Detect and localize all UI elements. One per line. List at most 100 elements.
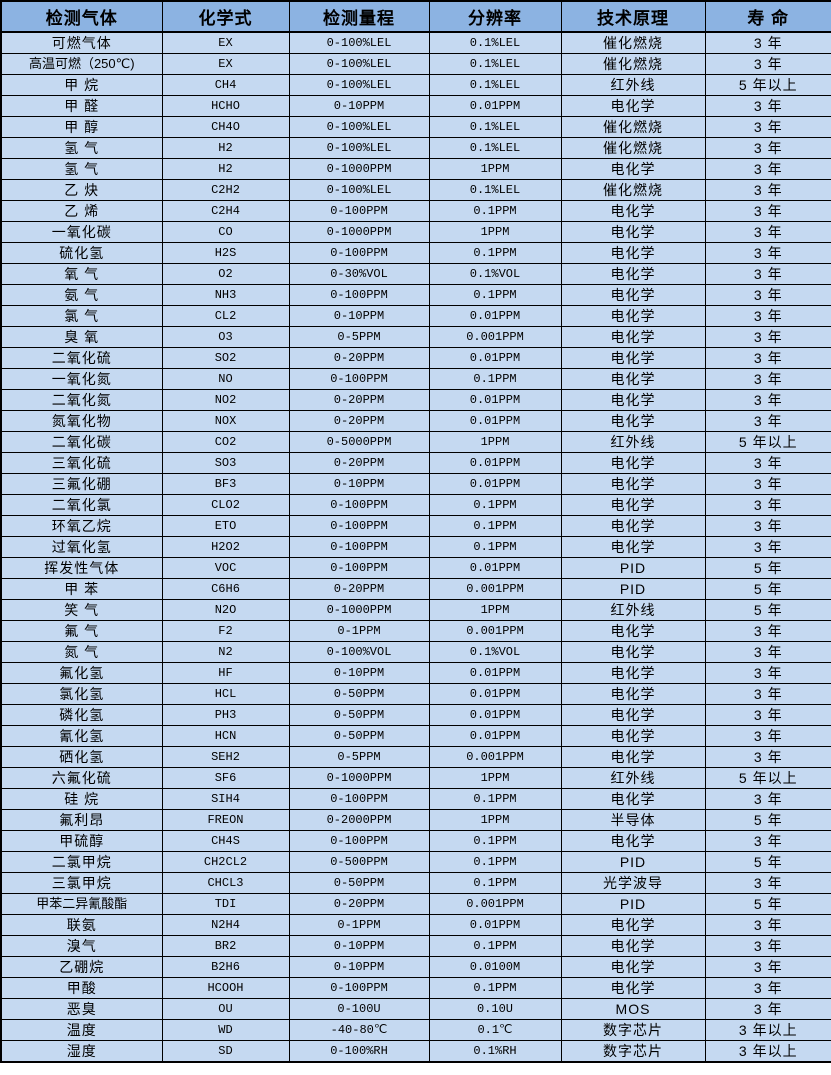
cell-lifespan: 3 年 [704,830,831,852]
table-row: 环氧乙烷 ETO 0-100PPM 0.1PPM 电化学 3 年 [0,515,831,537]
cell-gas: 溴气 [0,935,163,957]
cell-lifespan: 3 年 [704,95,831,117]
cell-resolution: 0.01PPM [428,95,562,117]
cell-gas: 过氧化氢 [0,536,163,558]
cell-lifespan: 3 年 [704,956,831,978]
cell-formula: O3 [161,326,290,348]
cell-resolution: 0.1PPM [428,935,562,957]
cell-formula: C2H2 [161,179,290,201]
column-header-lifespan: 寿 命 [704,0,831,33]
table-row: 氯化氢 HCL 0-50PPM 0.01PPM 电化学 3 年 [0,683,831,705]
cell-formula: N2 [161,641,290,663]
cell-resolution: 0.1PPM [428,872,562,894]
cell-gas: 甲苯二异氰酸酯 [0,893,163,915]
cell-gas: 六氟化硫 [0,767,163,789]
cell-gas: 二氧化氮 [0,389,163,411]
cell-range: 0-100PPM [288,830,430,852]
table-row: 乙 炔 C2H2 0-100%LEL 0.1%LEL 催化燃烧 3 年 [0,179,831,201]
cell-range: 0-10PPM [288,662,430,684]
cell-gas: 高温可燃（250℃) [0,53,163,75]
cell-lifespan: 3 年以上 [704,1040,831,1063]
cell-range: 0-100%LEL [288,53,430,75]
cell-lifespan: 3 年 [704,137,831,159]
cell-resolution: 0.001PPM [428,746,562,768]
cell-resolution: 0.0100M [428,956,562,978]
cell-technology: PID [560,851,706,873]
table-row: 氟 气 F2 0-1PPM 0.001PPM 电化学 3 年 [0,620,831,642]
cell-formula: VOC [161,557,290,579]
cell-technology: 电化学 [560,830,706,852]
cell-gas: 笑 气 [0,599,163,621]
cell-formula: CH4S [161,830,290,852]
cell-technology: 电化学 [560,263,706,285]
cell-range: 0-20PPM [288,893,430,915]
cell-technology: 电化学 [560,725,706,747]
cell-technology: 电化学 [560,200,706,222]
cell-resolution: 0.1%LEL [428,53,562,75]
column-header-gas: 检测气体 [0,0,163,33]
cell-gas: 联氨 [0,914,163,936]
cell-range: 0-500PPM [288,851,430,873]
cell-resolution: 0.1PPM [428,977,562,999]
table-row: 硒化氢 SEH2 0-5PPM 0.001PPM 电化学 3 年 [0,746,831,768]
cell-formula: N2H4 [161,914,290,936]
cell-lifespan: 5 年 [704,599,831,621]
cell-lifespan: 3 年 [704,368,831,390]
cell-range: 0-1000PPM [288,767,430,789]
cell-gas: 氮氧化物 [0,410,163,432]
cell-range: 0-5000PPM [288,431,430,453]
table-row: 挥发性气体 VOC 0-100PPM 0.01PPM PID 5 年 [0,557,831,579]
cell-formula: FREON [161,809,290,831]
cell-lifespan: 3 年 [704,872,831,894]
cell-lifespan: 5 年 [704,578,831,600]
table-row: 氮氧化物 NOX 0-20PPM 0.01PPM 电化学 3 年 [0,410,831,432]
cell-range: 0-10PPM [288,956,430,978]
table-row: 一氧化碳 CO 0-1000PPM 1PPM 电化学 3 年 [0,221,831,243]
cell-technology: 电化学 [560,914,706,936]
cell-range: 0-10PPM [288,305,430,327]
cell-resolution: 0.1PPM [428,368,562,390]
table-row: 乙 烯 C2H4 0-100PPM 0.1PPM 电化学 3 年 [0,200,831,222]
cell-gas: 二氧化氯 [0,494,163,516]
cell-technology: 催化燃烧 [560,31,706,54]
cell-formula: SO2 [161,347,290,369]
column-header-formula: 化学式 [161,0,290,33]
cell-lifespan: 3 年 [704,935,831,957]
cell-technology: 电化学 [560,326,706,348]
cell-resolution: 1PPM [428,158,562,180]
cell-range: 0-100PPM [288,557,430,579]
cell-formula: CO2 [161,431,290,453]
cell-range: 0-5PPM [288,746,430,768]
cell-range: 0-100PPM [288,977,430,999]
table-row: 三氟化硼 BF3 0-10PPM 0.01PPM 电化学 3 年 [0,473,831,495]
table-row: 氨 气 NH3 0-100PPM 0.1PPM 电化学 3 年 [0,284,831,306]
cell-lifespan: 5 年以上 [704,74,831,96]
cell-lifespan: 5 年以上 [704,431,831,453]
cell-formula: H2O2 [161,536,290,558]
cell-resolution: 0.01PPM [428,683,562,705]
table-row: 乙硼烷 B2H6 0-10PPM 0.0100M 电化学 3 年 [0,956,831,978]
cell-range: 0-50PPM [288,725,430,747]
cell-gas: 环氧乙烷 [0,515,163,537]
cell-formula: EX [161,31,290,54]
cell-range: 0-10PPM [288,473,430,495]
cell-formula: NO [161,368,290,390]
cell-formula: H2 [161,137,290,159]
table-row: 硫化氢 H2S 0-100PPM 0.1PPM 电化学 3 年 [0,242,831,264]
cell-gas: 乙硼烷 [0,956,163,978]
cell-technology: 电化学 [560,452,706,474]
cell-formula: H2S [161,242,290,264]
cell-lifespan: 3 年 [704,704,831,726]
cell-lifespan: 3 年 [704,158,831,180]
cell-gas: 硅 烷 [0,788,163,810]
cell-range: 0-100U [288,998,430,1020]
cell-technology: 电化学 [560,158,706,180]
cell-technology: 催化燃烧 [560,137,706,159]
table-row: 甲 醇 CH4O 0-100%LEL 0.1%LEL 催化燃烧 3 年 [0,116,831,138]
cell-formula: C2H4 [161,200,290,222]
cell-lifespan: 3 年 [704,263,831,285]
cell-resolution: 0.01PPM [428,389,562,411]
cell-technology: 催化燃烧 [560,179,706,201]
cell-formula: SD [161,1040,290,1063]
cell-lifespan: 3 年 [704,788,831,810]
